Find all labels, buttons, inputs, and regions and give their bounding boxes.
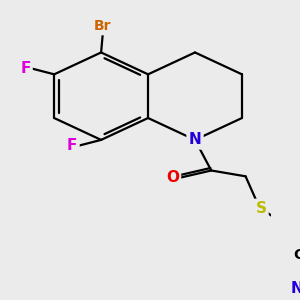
Text: N: N [189, 132, 201, 147]
Text: F: F [20, 61, 31, 76]
Text: O: O [166, 170, 179, 185]
Text: F: F [67, 138, 77, 153]
Text: N: N [291, 281, 300, 296]
Text: Br: Br [94, 19, 112, 33]
Text: S: S [255, 201, 266, 216]
Text: C: C [294, 248, 300, 262]
